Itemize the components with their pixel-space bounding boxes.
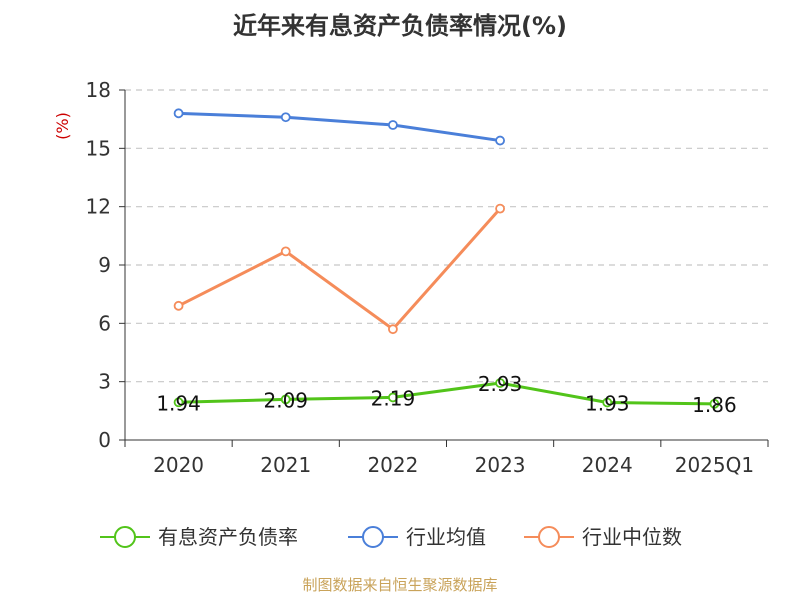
chart-title: 近年来有息资产负债率情况(%) — [233, 12, 567, 40]
legend-label: 行业均值 — [406, 525, 486, 549]
x-tick-label: 2023 — [475, 453, 526, 477]
series-1-point — [495, 135, 505, 146]
legend-item-1: 行业均值 — [348, 525, 486, 549]
series-0-point — [280, 394, 291, 405]
data-label: 2.09 — [263, 388, 308, 412]
y-tick-label: 9 — [98, 253, 111, 277]
series-0-point — [602, 397, 613, 408]
data-label: 2.19 — [371, 386, 416, 410]
series-line-0 — [178, 381, 715, 406]
y-tick-label: 18 — [86, 78, 111, 102]
y-tick-label: 6 — [98, 311, 111, 335]
y-axis-unit-label: (%) — [53, 112, 72, 140]
x-tick-label: 2025Q1 — [675, 453, 754, 477]
series-1-point — [388, 120, 398, 130]
series-1-point — [173, 108, 184, 119]
data-label: 2.93 — [478, 372, 523, 396]
legend-label: 行业中位数 — [582, 525, 682, 549]
x-tick-label: 2024 — [582, 453, 633, 477]
legend-item-0: 有息资产负债率 — [100, 525, 298, 549]
x-tick-label: 2020 — [153, 453, 204, 477]
axis-layer: 0 3 6 9 12 15 18 2020 2021 2022 2023 2024 2025Q1 — [86, 78, 769, 477]
source-note: 制图数据来自恒生聚源数据库 — [302, 576, 497, 594]
y-tick-label: 15 — [86, 136, 111, 160]
x-tick-label: 2022 — [367, 453, 418, 477]
series-0-point — [388, 392, 398, 403]
x-tick-label: 2021 — [260, 453, 311, 477]
legend-marker — [538, 526, 560, 548]
legend-marker — [362, 526, 384, 548]
series-2-point — [173, 300, 184, 311]
data-label: 1.86 — [692, 393, 737, 417]
series-line-1 — [178, 111, 501, 143]
series-1-point — [280, 112, 291, 123]
grid-layer — [125, 89, 768, 383]
y-tick-label: 3 — [98, 370, 111, 394]
series-2-point — [388, 324, 398, 335]
y-tick-label: 0 — [98, 428, 111, 452]
series-0-point — [709, 398, 720, 409]
data-label: 1.94 — [156, 391, 201, 415]
series-2-point — [280, 246, 291, 257]
y-tick-label: 12 — [86, 195, 111, 219]
legend: 有息资产负债率 行业均值 行业中位数 — [100, 525, 682, 549]
legend-label: 有息资产负债率 — [158, 525, 298, 549]
data-label: 1.93 — [585, 391, 630, 415]
series-0-point — [495, 378, 505, 388]
series-layer — [173, 108, 720, 409]
series-0-point — [173, 397, 184, 408]
legend-marker — [114, 526, 136, 548]
legend-item-2: 行业中位数 — [524, 525, 682, 549]
series-line-2 — [177, 207, 502, 331]
data-label-layer: 1.94 2.09 2.19 2.93 1.93 1.86 — [156, 372, 736, 417]
series-2-point — [495, 203, 505, 214]
